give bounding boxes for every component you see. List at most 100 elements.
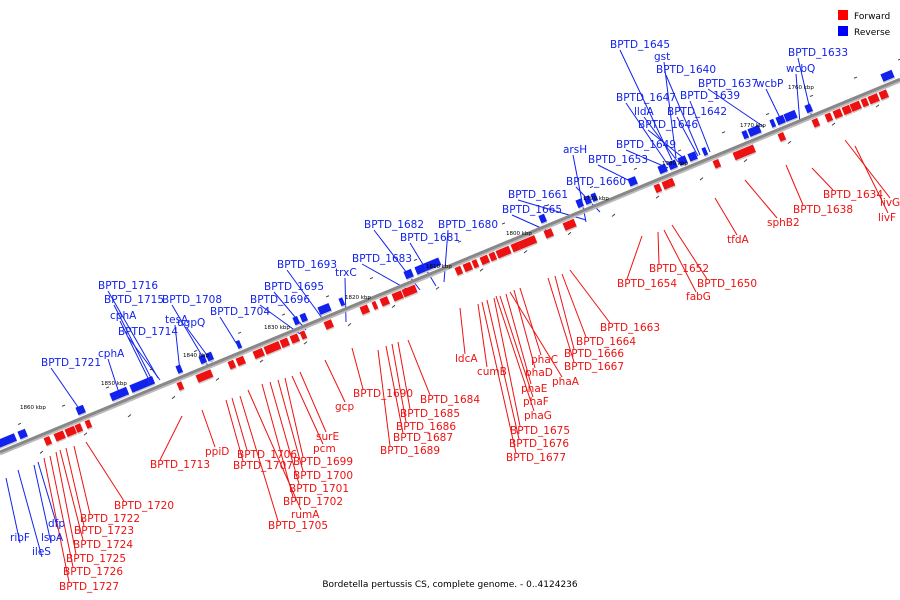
reverse-leader-line [344, 277, 347, 323]
reverse-gene-block [627, 176, 639, 188]
forward-leader-line [85, 441, 125, 502]
reverse-leader-line [219, 316, 239, 347]
genome-axis [0, 77, 900, 454]
reverse-gene-label: BPTD_1660 [566, 176, 626, 188]
forward-gene-block [84, 419, 93, 431]
reverse-gene-label: BPTD_1714 [118, 326, 178, 338]
reverse-gene-label: dfp [48, 518, 65, 530]
reverse-leader-line [174, 324, 181, 373]
legend: Forward Reverse [838, 10, 891, 38]
forward-leader-line [391, 343, 407, 423]
forward-leader-line [671, 224, 708, 280]
forward-leader-line [569, 269, 611, 324]
forward-gene-label: BPTD_1666 [564, 348, 624, 360]
forward-gene-block [732, 144, 757, 162]
forward-gene-label: phaF [523, 396, 549, 408]
axis-mark [567, 231, 572, 236]
forward-gene-block [289, 333, 301, 346]
reverse-leader-line [689, 100, 711, 153]
forward-gene-block [227, 359, 237, 371]
reverse-legend-swatch [838, 26, 848, 36]
forward-gene-label: ldcA [455, 353, 478, 365]
forward-leader-line [261, 383, 294, 498]
forward-gene-label: BPTD_1722 [80, 513, 140, 525]
forward-gene-block [176, 381, 185, 392]
kbp-tick-label: 1860 kbp [20, 405, 46, 411]
reverse-gene-block [701, 146, 709, 158]
reverse-gene-block [783, 109, 799, 124]
forward-gene-label: BPTD_1713 [150, 459, 210, 471]
forward-gene-block [471, 259, 480, 270]
forward-leader-line [547, 277, 575, 363]
axis-mark [171, 395, 176, 400]
reverse-gene-block [17, 428, 29, 441]
forward-leader-line [554, 275, 575, 350]
reverse-gene-label: BPTD_1693 [277, 259, 337, 271]
forward-gene-label: livG [880, 197, 900, 209]
axis-mark [193, 349, 198, 353]
forward-leader-line [561, 273, 587, 338]
forward-gene-block [401, 284, 419, 299]
forward-gene-block [867, 93, 881, 106]
reverse-gene-block [687, 151, 699, 164]
axis-mark [127, 414, 132, 418]
reverse-gene-block [235, 339, 243, 351]
forward-gene-block [495, 245, 513, 260]
reverse-gene-block [423, 257, 442, 273]
forward-gene-label: BPTD_1687 [393, 432, 453, 444]
reverse-gene-label: tesA [165, 314, 189, 326]
forward-gene-block [860, 97, 870, 109]
forward-leader-line [231, 397, 248, 451]
reverse-gene-label: BPTD_1683 [352, 253, 412, 265]
reverse-leader-line [795, 73, 801, 125]
forward-gene-label: BPTD_1664 [576, 336, 636, 348]
axis-mark [237, 331, 242, 334]
kbp-tick-label: 1830 kbp [264, 325, 290, 331]
forward-gene-block [323, 319, 335, 332]
forward-gene-block [53, 430, 67, 443]
forward-gene-label: BPTD_1690 [353, 388, 413, 400]
forward-gene-label: tfdA [727, 234, 749, 246]
axis-mark [699, 177, 704, 181]
forward-leader-line [493, 297, 521, 427]
forward-leader-line [239, 395, 279, 522]
forward-leader-line [714, 197, 738, 236]
forward-gene-label: BPTD_1702 [283, 496, 343, 508]
forward-leader-line [65, 447, 85, 527]
reverse-gene-block [414, 263, 428, 277]
reverse-gene-block [129, 376, 154, 395]
forward-gene-label: BPTD_1684 [420, 394, 480, 406]
forward-gene-block [462, 261, 474, 274]
forward-leader-line [291, 375, 324, 445]
reverse-gene-label: BPTD_1649 [616, 139, 676, 151]
forward-gene-label: phaG [524, 410, 552, 422]
reverse-legend-label: Reverse [854, 28, 891, 38]
forward-gene-block [653, 183, 663, 195]
forward-gene-label: BPTD_1726 [63, 566, 123, 578]
kbp-tick-label: 1760 kbp [788, 85, 814, 91]
forward-leader-line [626, 235, 643, 280]
axis-mark [39, 450, 44, 454]
kbp-tick-label: 1850 kbp [101, 381, 127, 387]
reverse-gene-label: BPTD_1653 [588, 154, 648, 166]
forward-gene-block [64, 425, 78, 439]
kbp-tick-label: 1790 kbp [583, 196, 609, 202]
reverse-gene-label: BPTD_1640 [656, 64, 716, 76]
forward-gene-label: livF [878, 212, 896, 224]
axis-mark [809, 94, 814, 97]
forward-gene-block [279, 337, 291, 350]
axis-mark [83, 432, 88, 436]
kbp-tick-label: 1770 kbp [740, 123, 766, 129]
forward-leader-line [55, 451, 77, 555]
forward-gene-label: BPTD_1638 [793, 204, 853, 216]
reverse-gene-label: BPTD_1715 [104, 294, 164, 306]
reverse-gene-label: BPTD_1646 [638, 119, 698, 131]
reverse-gene-label: BPTD_1681 [400, 232, 460, 244]
reverse-leader-line [17, 469, 43, 558]
forward-gene-label: BPTD_1707 [233, 460, 293, 472]
forward-leader-line [505, 293, 532, 385]
reverse-gene-label: BPTD_1639 [680, 90, 740, 102]
reverse-gene-block [583, 195, 593, 207]
reverse-gene-block [657, 163, 669, 176]
forward-gene-label: phaD [525, 367, 553, 379]
